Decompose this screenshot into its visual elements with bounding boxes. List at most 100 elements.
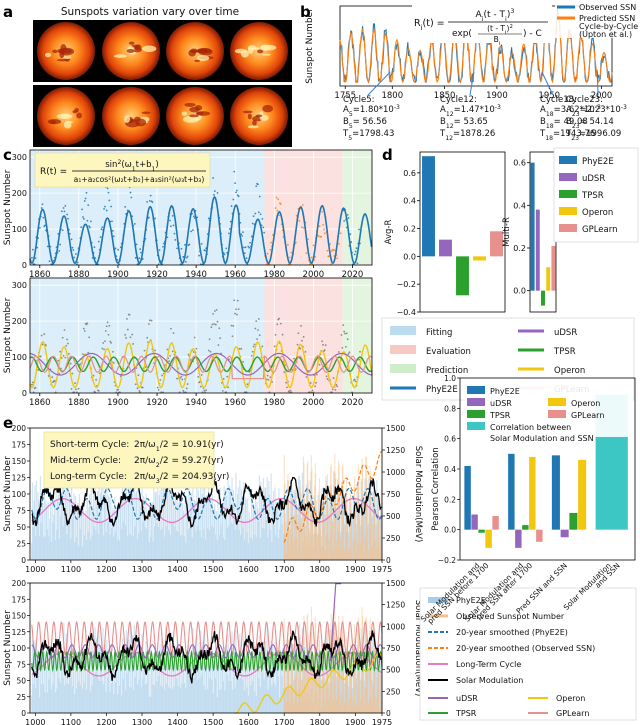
observed-point	[80, 226, 83, 229]
cycle-value-part: 2π/ω	[134, 440, 156, 450]
observed-point	[110, 205, 113, 208]
observed-point	[39, 355, 42, 358]
observed-point	[340, 334, 343, 336]
observed-point	[117, 388, 120, 391]
observed-point	[81, 208, 83, 211]
formula-lhs: Ri(t) =	[414, 18, 445, 32]
x-tick-label: 1920	[146, 398, 168, 408]
observed-point	[232, 325, 235, 327]
observed-point	[42, 216, 45, 219]
observed-point	[200, 373, 203, 376]
observed-point	[347, 217, 350, 219]
cycle-label: Long-term Cycle:	[50, 472, 127, 482]
observed-point	[157, 389, 160, 391]
observed-point	[242, 361, 244, 363]
cycle-T-part: 5	[348, 135, 352, 142]
observed-point	[332, 249, 335, 251]
observed-point	[143, 349, 146, 352]
observed-point	[234, 182, 237, 185]
cycle-arrow	[541, 71, 554, 96]
observed-point	[77, 387, 80, 390]
y-tick-label: 175	[12, 595, 27, 604]
observed-point	[215, 308, 218, 311]
observed-point	[348, 351, 351, 354]
observed-point	[253, 343, 256, 346]
sun-active-region	[247, 46, 254, 54]
bar-udsr	[535, 209, 540, 291]
cycle-B: B5= 56.56	[343, 117, 387, 130]
observed-point	[82, 217, 85, 220]
formula-lhs-part: R	[414, 18, 421, 29]
observed-point	[130, 196, 133, 199]
observed-point	[173, 232, 176, 235]
observed-point	[318, 225, 321, 228]
observed-point	[216, 320, 219, 323]
cycle-T-part: T	[439, 129, 446, 139]
observed-point	[230, 324, 233, 327]
bar-operon	[529, 456, 536, 530]
observed-point	[236, 299, 239, 302]
observed-point	[59, 350, 61, 353]
observed-point	[321, 210, 324, 213]
y2-tick-label: 1000	[386, 622, 405, 631]
cycle-A-part: 23	[572, 111, 580, 118]
observed-point	[45, 344, 47, 347]
observed-point	[234, 312, 237, 315]
observed-point	[85, 191, 88, 194]
observed-point	[72, 249, 75, 251]
observed-point	[88, 336, 91, 339]
observed-point	[228, 228, 231, 230]
cycle-label: Short-term Cycle:	[50, 440, 129, 450]
observed-point	[43, 333, 46, 336]
observed-point	[356, 262, 359, 265]
cycle-B: B23= 54.14	[566, 117, 614, 130]
observed-point	[251, 350, 254, 353]
sun-disk	[102, 87, 160, 145]
cycle-A-part: 12	[446, 111, 454, 118]
formula-numerator-part: 1	[132, 166, 136, 173]
y2-tick-label: 1500	[386, 424, 405, 433]
observed-point	[185, 387, 188, 390]
x-tick-label: 1700	[274, 718, 294, 725]
y-tick-label: 100	[12, 490, 27, 499]
observed-point	[203, 389, 206, 392]
cycle-A-part: =3.62*10	[554, 105, 595, 115]
y2-tick-label: 750	[386, 644, 401, 653]
panel-label-c: c	[3, 146, 12, 164]
legend-e: PhyE2E Observed Sunspot Number 20-year smo…	[419, 587, 637, 721]
panel-c-formula: R(t) =sin2(ω1t+b1)a₁+a₂cos²(ω₂t+b₂)+a₃si…	[34, 152, 211, 188]
bar-operon	[485, 529, 492, 548]
observed-point	[353, 378, 356, 381]
observed-point	[228, 232, 230, 235]
observed-point	[174, 238, 177, 241]
observed-point	[64, 356, 67, 359]
cycle-B-part: = 54.14	[580, 117, 614, 127]
observed-point	[41, 203, 44, 206]
cycle-T: T23=1996.09	[565, 129, 621, 142]
x-tick-label: 1860	[29, 270, 51, 280]
observed-point	[75, 388, 77, 391]
panel-b-legend: Observed SSN Predicted SSNCycle-by-Cycle(…	[555, 2, 640, 39]
formula-numerator-part: 2	[117, 159, 121, 166]
formula-tail-part: ) - C	[523, 29, 542, 39]
observed-point	[138, 389, 141, 392]
observed-point	[237, 195, 240, 198]
y2-tick-label: 1500	[386, 579, 405, 588]
observed-point	[301, 226, 303, 229]
cycle-T: T18=1943.76	[539, 129, 595, 142]
legend-label: PhyE2E	[426, 385, 458, 395]
observed-point	[71, 372, 74, 375]
phye2e-fit-line	[29, 195, 373, 265]
y-tick-label: −0.2	[397, 280, 416, 289]
observed-point	[136, 387, 139, 390]
observed-point	[235, 191, 237, 194]
observed-point	[346, 213, 349, 216]
y-tick-label: 0.0	[513, 287, 526, 296]
legend-label: PhyE2E	[582, 157, 614, 167]
observed-point	[181, 378, 184, 381]
observed-point	[304, 350, 307, 353]
observed-point	[309, 382, 312, 384]
x-tick-label: 1200	[96, 718, 116, 725]
observed-point	[343, 330, 346, 333]
cycle-arrow	[596, 71, 599, 96]
